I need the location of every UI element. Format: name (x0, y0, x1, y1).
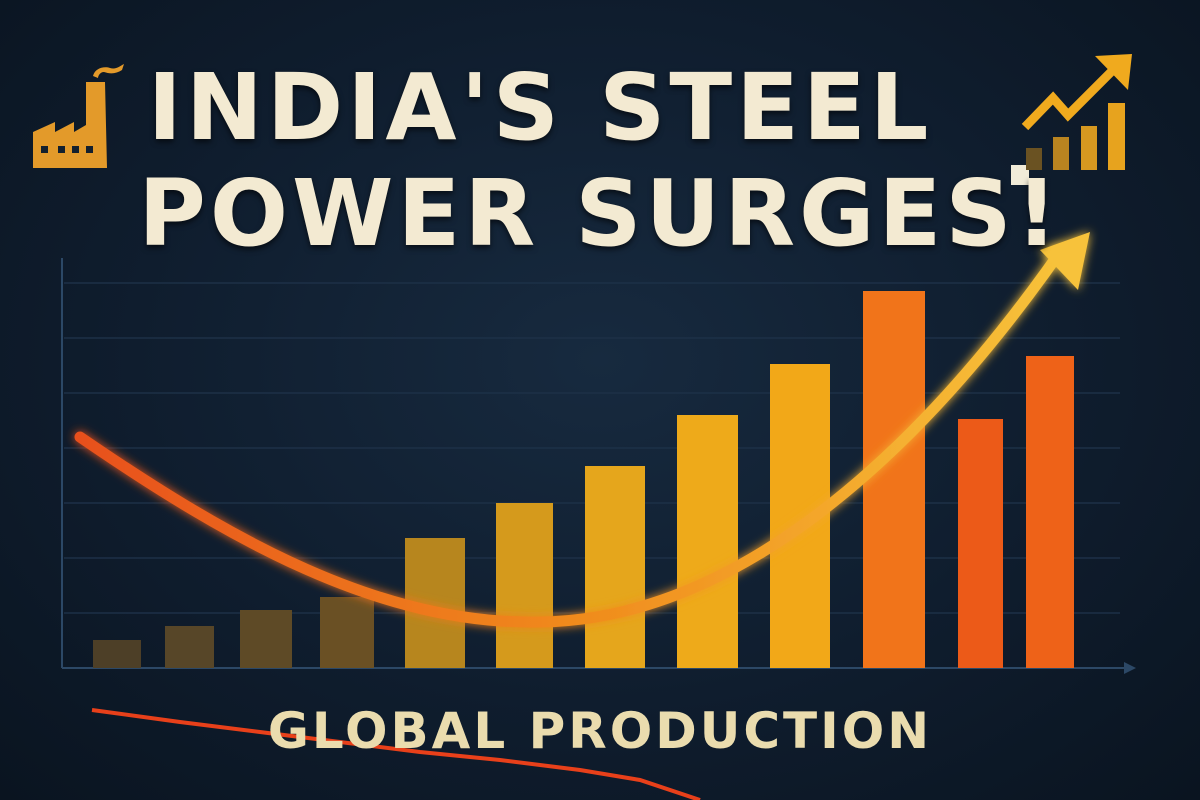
bar-3 (240, 610, 292, 668)
lower-declining-line (91, 708, 701, 800)
bar-2 (165, 626, 214, 668)
growth-chart-arrow-icon (1011, 54, 1132, 185)
bar-7 (585, 466, 645, 668)
bar-10 (863, 291, 925, 668)
trend-arrow-head-icon (1040, 232, 1090, 290)
bar-1 (93, 640, 141, 668)
bar-12 (1026, 356, 1074, 668)
x-axis-label: GLOBAL PRODUCTION (267, 702, 933, 760)
title-line-1: INDIA'S STEEL (147, 54, 933, 161)
title-line-2: POWER SURGES! (138, 160, 1062, 267)
x-axis-arrow-icon (1124, 662, 1136, 674)
bar-4 (320, 597, 374, 668)
bar-6 (496, 503, 553, 668)
trend-curve (74, 246, 1066, 628)
bar-8 (677, 415, 738, 668)
bar-11 (958, 419, 1003, 668)
factory-icon (33, 64, 124, 168)
